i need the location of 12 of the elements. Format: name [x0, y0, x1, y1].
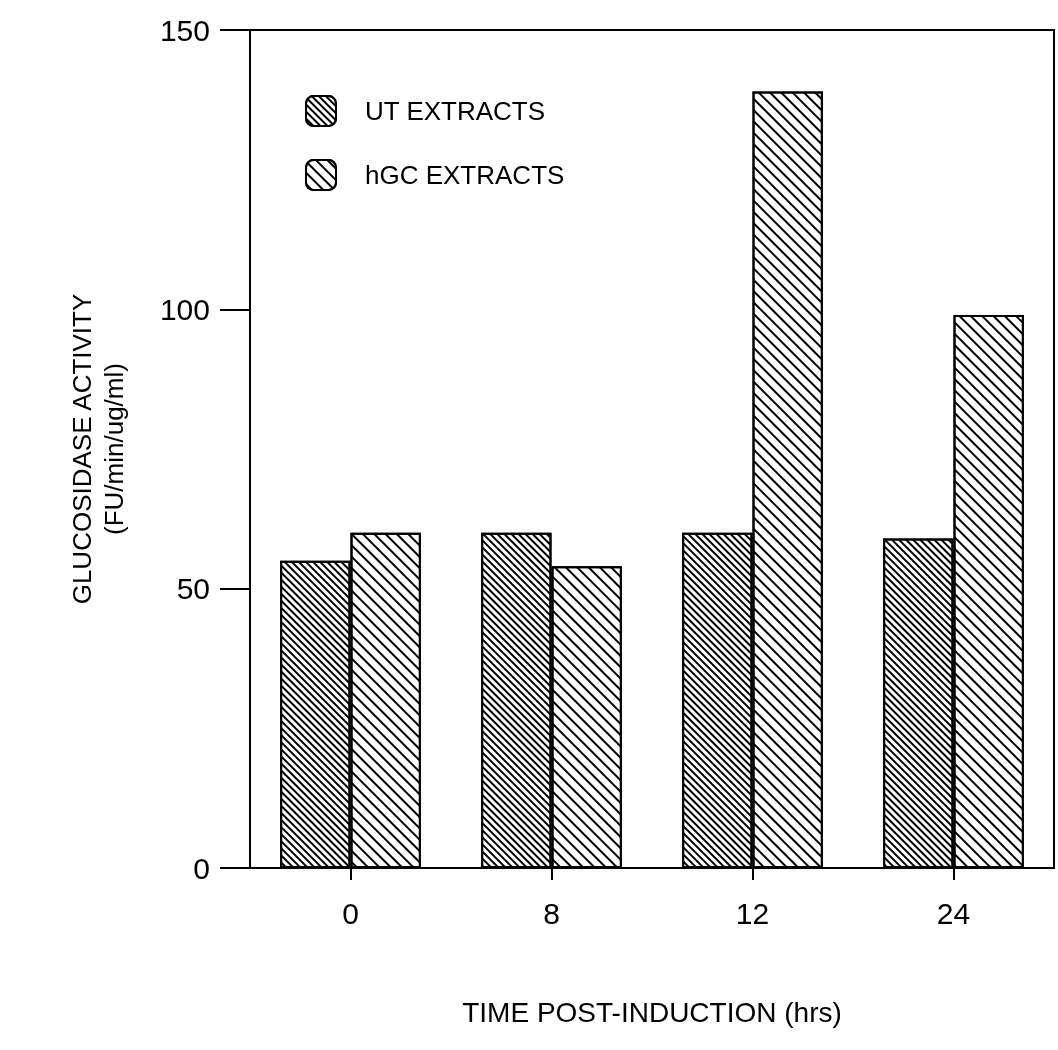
- x-tick-label: 12: [735, 896, 770, 930]
- y-tick-label: 0: [193, 851, 210, 885]
- legend-label: UT EXTRACTS: [365, 96, 546, 126]
- y-tick-label: 100: [159, 292, 210, 326]
- y-axis-title: GLUCOSIDASE ACTIVITY (FU/min/ug/ml): [67, 293, 129, 605]
- x-tick-label: 8: [543, 896, 560, 930]
- x-axis-title: TIME POST-INDUCTION (hrs): [462, 996, 842, 1028]
- x-tick-label: 24: [936, 896, 971, 930]
- y-tick-label: 150: [159, 13, 210, 47]
- legend-label: hGC EXTRACTS: [365, 160, 565, 190]
- y-tick-label: 50: [176, 572, 210, 606]
- x-tick-label: 0: [342, 896, 359, 930]
